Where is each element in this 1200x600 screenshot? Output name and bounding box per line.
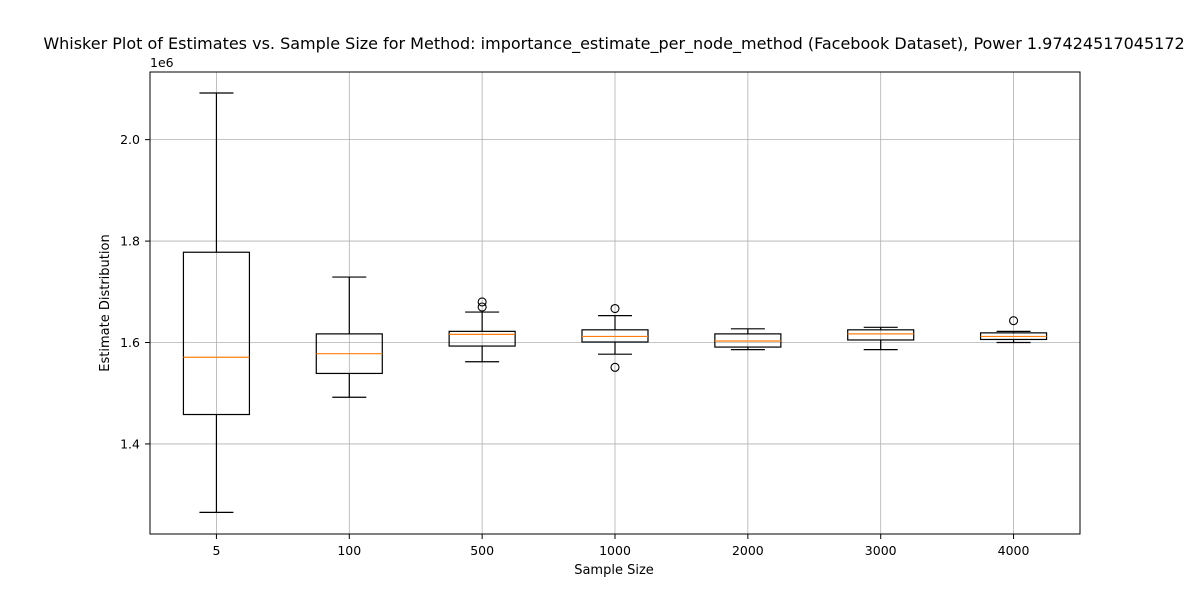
chart-title: Whisker Plot of Estimates vs. Sample Siz… <box>43 34 1184 54</box>
y-axis-offset-label: 1e6 <box>150 55 174 70</box>
axes: 5 100 500 1000 2000 3000 4000 1.4 1.6 1.8 2.0 <box>120 71 1081 558</box>
x-tick-label: 100 <box>337 543 361 558</box>
box-series <box>182 92 1048 513</box>
y-tick-label: 1.8 <box>120 234 140 249</box>
box-2000 <box>714 328 782 351</box>
box-body <box>847 329 915 341</box>
x-tick-label: 4000 <box>998 543 1030 558</box>
box-100 <box>315 276 383 398</box>
outlier-point <box>477 302 487 312</box>
x-tick-label: 1000 <box>599 543 631 558</box>
x-tick-label: 2000 <box>732 543 764 558</box>
grid-lines <box>150 72 1080 534</box>
x-axis-label: Sample Size <box>574 563 654 578</box>
box-body <box>448 330 516 347</box>
x-tick-label: 5 <box>212 543 220 558</box>
box-1000 <box>581 303 649 372</box>
x-tick-label: 500 <box>470 543 494 558</box>
box-body <box>182 251 251 416</box>
outlier-point <box>1009 316 1019 326</box>
box-4000 <box>979 316 1048 344</box>
y-tick-label: 1.4 <box>120 436 140 451</box>
x-tick-label: 3000 <box>865 543 897 558</box>
outlier-point <box>610 362 620 372</box>
y-tick-label: 1.6 <box>120 335 140 350</box>
box-500 <box>448 297 516 363</box>
outlier-point <box>610 303 620 314</box>
outlier-point <box>477 297 487 307</box>
y-axis-label: Estimate Distribution <box>98 234 113 371</box>
box-5 <box>182 92 251 513</box>
y-tick-label: 2.0 <box>120 132 140 147</box>
box-3000 <box>847 326 915 351</box>
